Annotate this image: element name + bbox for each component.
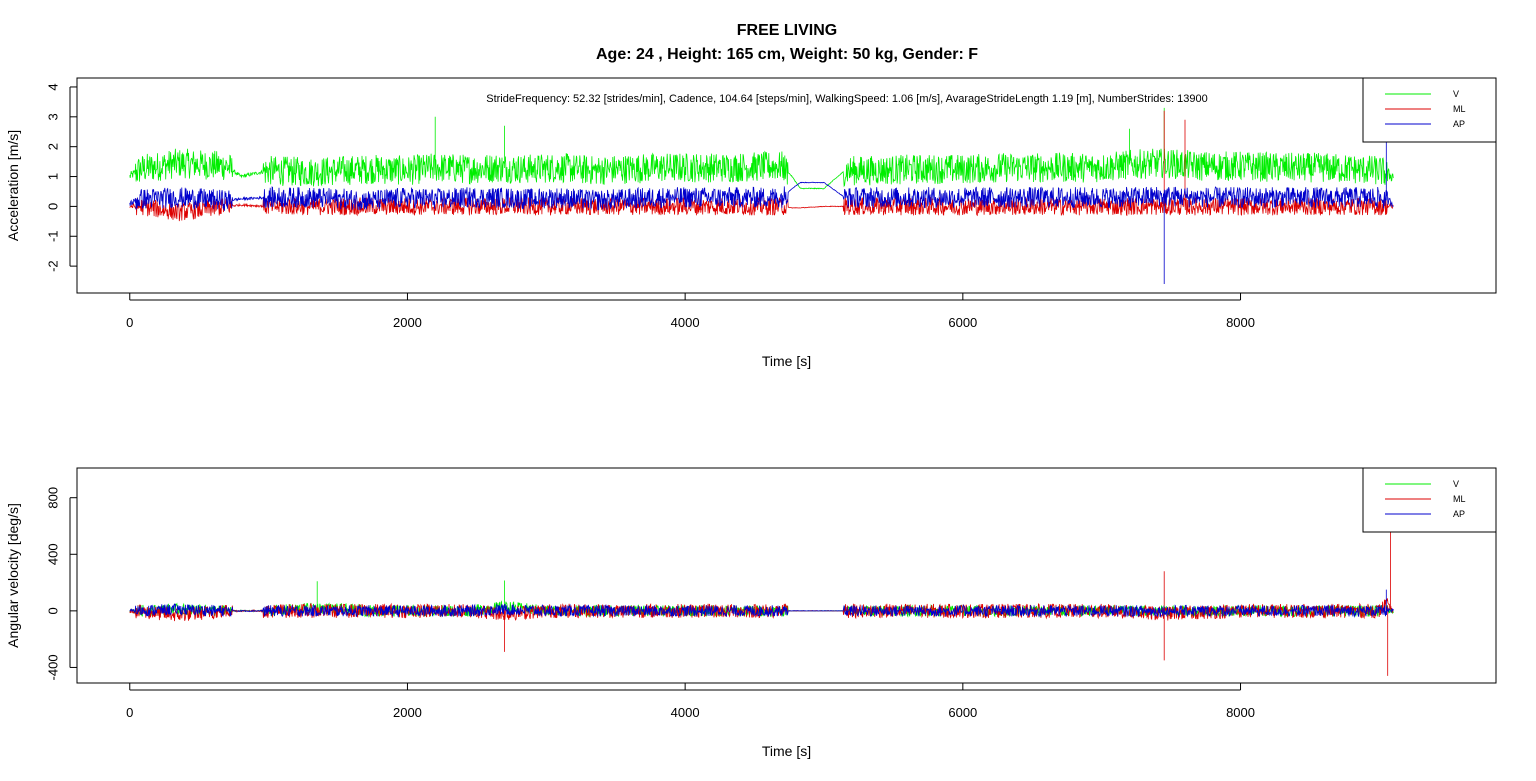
legend-box (1362, 77, 1497, 143)
y-tick-label: -400 (46, 654, 61, 680)
y-tick-label: 2 (46, 143, 61, 150)
legend-label-v: V (1453, 89, 1459, 99)
y-tick-label: 0 (46, 607, 61, 614)
x-tick-label: 0 (126, 315, 133, 330)
y-axis-label: Angular velocity [deg/s] (5, 503, 21, 648)
x-axis-label: Time [s] (762, 353, 811, 369)
y-tick-label: 0 (46, 203, 61, 210)
legend: V ML AP (1362, 467, 1497, 533)
plot-frame (76, 77, 1497, 294)
legend-label-ap: AP (1453, 509, 1465, 519)
stats-annotation: StrideFrequency: 52.32 [strides/min], Ca… (486, 93, 1208, 105)
legend: V ML AP (1362, 77, 1497, 143)
series-line-ap (129, 134, 1394, 284)
figure-title: FREE LIVING (737, 22, 837, 39)
angular-velocity-panel: 0 2000 4000 6000 8000 -400 0 400 800 Time [s] Angu… (5, 467, 1497, 759)
x-tick-label: 6000 (948, 705, 977, 720)
y-tick-label: -2 (46, 260, 61, 272)
x-tick-label: 2000 (393, 315, 422, 330)
series-line-ml (129, 476, 1394, 676)
legend-label-ml: ML (1453, 104, 1466, 114)
figure-subtitle: Age: 24 , Height: 165 cm, Weight: 50 kg,… (596, 46, 978, 63)
x-tick-label: 4000 (671, 705, 700, 720)
x-axis-label: Time [s] (762, 743, 811, 759)
y-tick-label: -1 (46, 230, 61, 242)
y-tick-label: 800 (46, 487, 61, 509)
y-tick-label: 400 (46, 543, 61, 565)
x-tick-label: 4000 (671, 315, 700, 330)
series-line-ap (129, 589, 1394, 618)
legend-label-v: V (1453, 479, 1459, 489)
x-tick-label: 0 (126, 705, 133, 720)
series-line-v (129, 107, 1394, 190)
y-tick-label: 4 (46, 83, 61, 90)
y-tick-label: 3 (46, 113, 61, 120)
y-tick-label: 1 (46, 173, 61, 180)
legend-label-ml: ML (1453, 494, 1466, 504)
series-lines (129, 107, 1394, 284)
x-tick-label: 8000 (1226, 705, 1255, 720)
series-lines (129, 476, 1394, 676)
x-tick-label: 6000 (948, 315, 977, 330)
y-axis-label: Acceleration [m/s] (5, 130, 21, 241)
legend-label-ap: AP (1453, 119, 1465, 129)
acceleration-panel: 0 2000 4000 6000 8000 -2 -1 0 1 2 3 4 Time [s] Accele… (5, 77, 1497, 369)
plot-frame (76, 467, 1497, 684)
x-tick-label: 2000 (393, 705, 422, 720)
legend-box (1362, 467, 1497, 533)
x-tick-label: 8000 (1226, 315, 1255, 330)
